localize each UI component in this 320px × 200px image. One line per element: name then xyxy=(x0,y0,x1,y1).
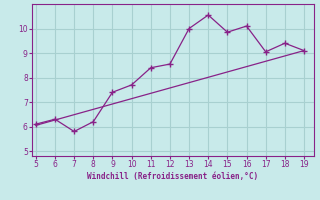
X-axis label: Windchill (Refroidissement éolien,°C): Windchill (Refroidissement éolien,°C) xyxy=(87,172,258,181)
